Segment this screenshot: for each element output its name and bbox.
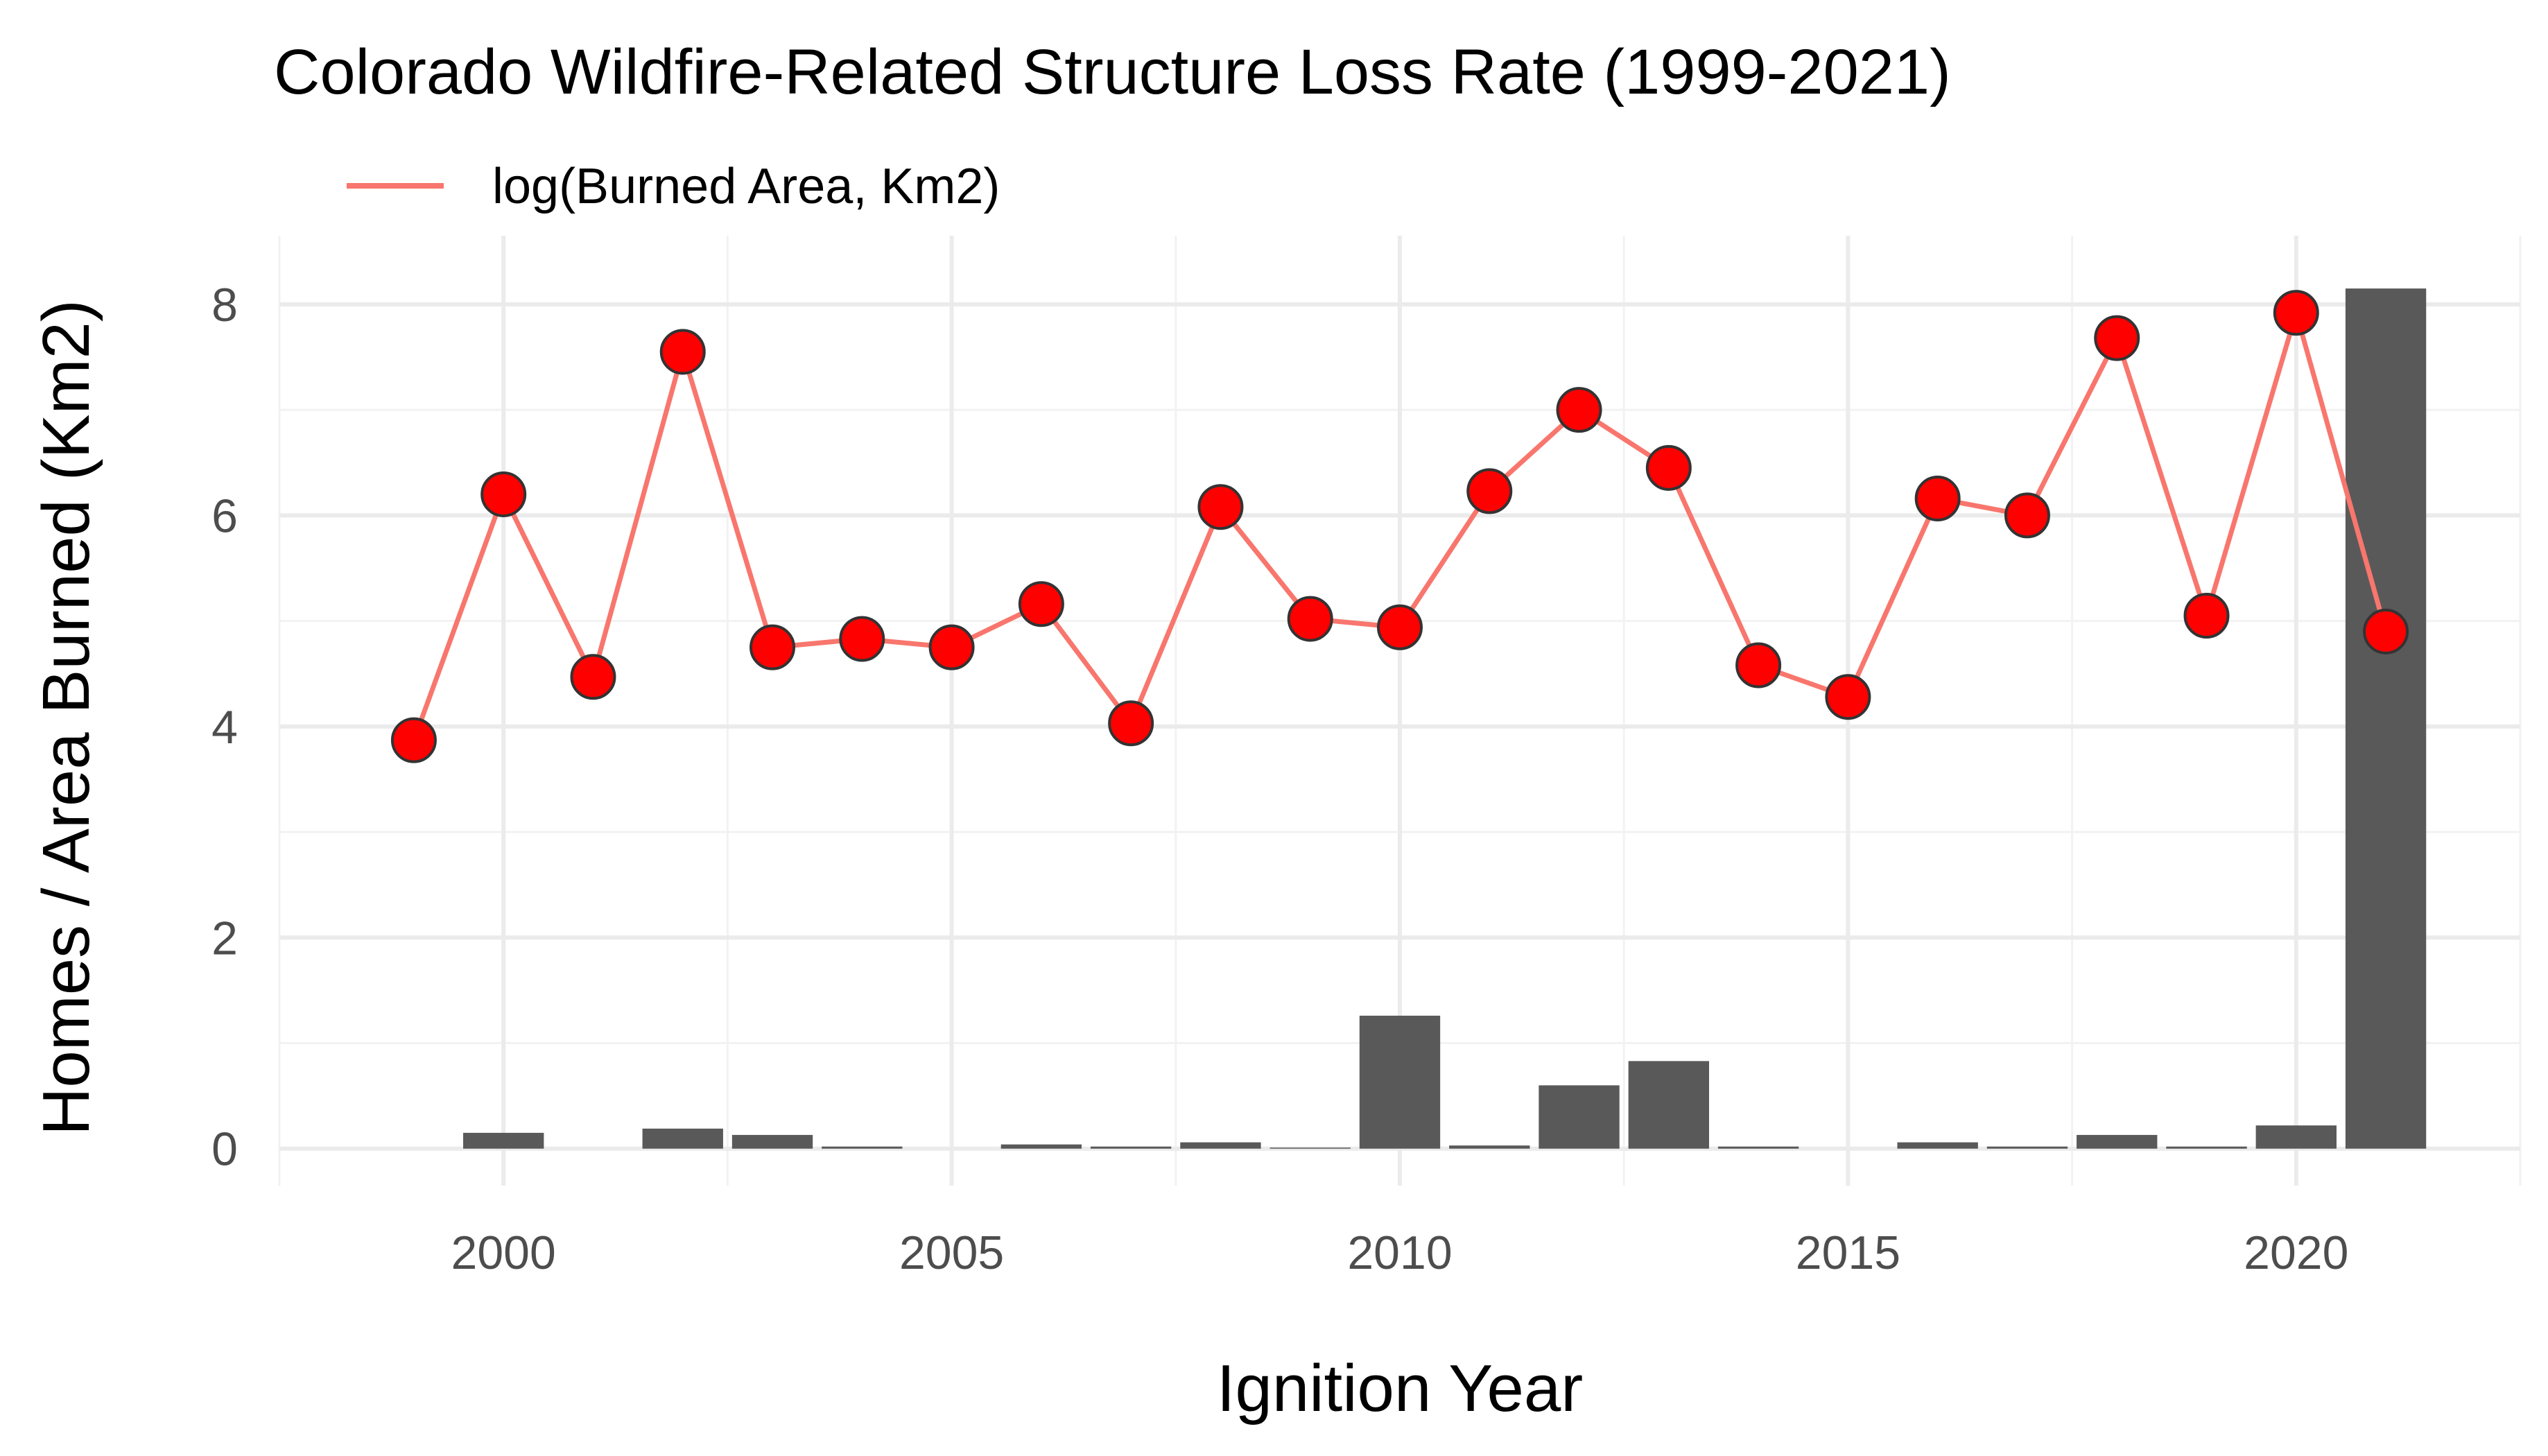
y-tick-label: 4 [211,701,238,754]
y-tick-label: 8 [211,279,238,331]
point-2017 [2004,492,2050,539]
point-2013 [1645,444,1692,491]
bar-2020 [2255,1125,2337,1149]
point-2006 [1018,581,1064,627]
legend: log(Burned Area, Km2) [347,159,1000,214]
y-tick-label: 0 [211,1123,238,1176]
bar-2018 [2077,1134,2158,1149]
bar-2011 [1449,1145,1530,1149]
y-axis-ticks: 0 2 4 6 8 [211,279,238,1176]
x-tick-label: 2005 [899,1227,1004,1279]
points [390,290,2409,763]
x-tick-label: 2010 [1347,1227,1452,1279]
bar-2000 [463,1132,544,1149]
point-2004 [839,616,885,662]
point-2005 [928,624,975,670]
point-2007 [1108,700,1154,747]
chart-title: Colorado Wildfire-Related Structure Loss… [274,37,1951,107]
bar-2014 [1717,1146,1799,1149]
bar-2017 [1986,1146,2068,1149]
bar-2008 [1180,1142,1261,1149]
x-tick-label: 2000 [451,1227,556,1279]
bar-2006 [1000,1144,1082,1149]
x-tick-label: 2015 [1796,1227,1900,1279]
point-2011 [1466,468,1513,514]
bar-2016 [1897,1142,1978,1149]
point-2014 [1735,642,1782,688]
point-2018 [2094,315,2140,361]
bar-2007 [1090,1146,1172,1149]
y-tick-label: 2 [211,912,238,964]
point-2003 [749,624,796,670]
y-tick-label: 6 [211,489,238,542]
point-2020 [2273,290,2319,336]
x-axis-ticks: 2000 2005 2010 2015 2020 [451,1227,2349,1279]
bar-2003 [731,1134,813,1149]
point-2009 [1287,596,1333,642]
bar-2019 [2166,1146,2247,1149]
x-tick-label: 2020 [2244,1227,2348,1279]
point-2016 [1914,476,1961,522]
point-2015 [1825,674,1871,720]
bars [373,288,2427,1149]
point-2001 [570,654,616,700]
point-2002 [659,329,706,375]
bar-2021 [2345,288,2427,1149]
point-2000 [480,471,527,517]
y-axis-title: Homes / Area Burned (Km2) [29,300,103,1136]
point-2010 [1377,604,1423,650]
bar-2012 [1539,1085,1620,1149]
x-axis-title: Ignition Year [1217,1351,1583,1425]
bar-2009 [1269,1147,1351,1149]
point-2019 [2183,593,2230,639]
legend-label: log(Burned Area, Km2) [492,159,1000,214]
bar-2013 [1628,1061,1710,1149]
bar-2002 [642,1128,723,1149]
bar-2010 [1359,1015,1441,1149]
point-2008 [1197,484,1244,530]
bar-2004 [822,1146,903,1149]
point-1999 [390,717,437,763]
point-2012 [1556,387,1602,433]
point-2021 [2363,608,2409,655]
